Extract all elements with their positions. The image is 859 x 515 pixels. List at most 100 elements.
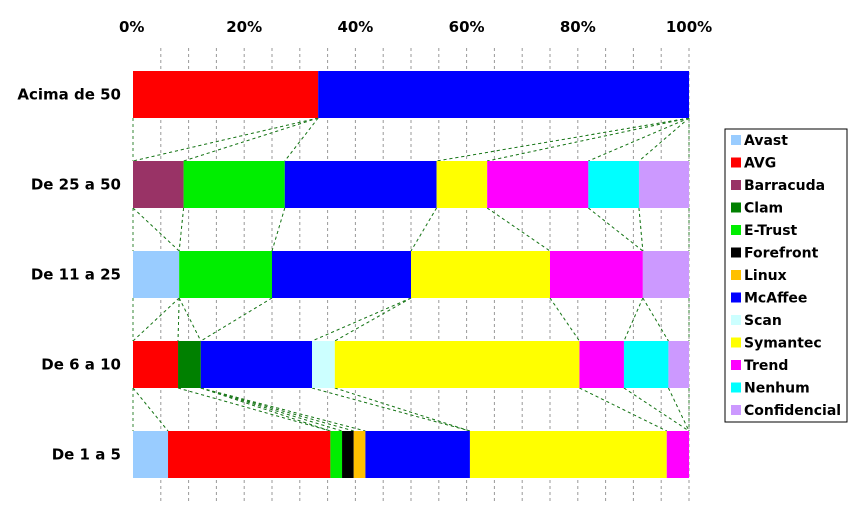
bar-segment-avg [133, 71, 319, 118]
series-line [132, 297, 180, 342]
bar-segment-trend [579, 341, 624, 388]
series-line [549, 297, 580, 342]
bar-segment-e-trust [330, 431, 343, 478]
series-line [132, 207, 180, 252]
bar-segment-nenhum [588, 161, 639, 208]
legend-label: Nenhum [744, 381, 810, 397]
bar-segment-trend [666, 431, 689, 478]
bar-segment-symantec [334, 341, 580, 388]
legend-swatch [731, 405, 741, 415]
bar-segment-trend [550, 251, 643, 298]
x-tick-label: 20% [226, 18, 262, 36]
bar-segment-avast [133, 251, 180, 298]
series-line [668, 387, 690, 432]
legend-swatch [731, 337, 741, 348]
series-line [200, 297, 273, 342]
bar-segment-confidencial [638, 161, 689, 208]
series-line [486, 207, 551, 252]
bars [133, 71, 689, 478]
legend-swatch [731, 225, 741, 235]
x-tick-label: 60% [449, 18, 485, 36]
series-line [638, 117, 690, 162]
legend-label: Forefront [744, 246, 819, 262]
legend-swatch [731, 202, 741, 213]
category-label: De 11 a 25 [31, 266, 121, 284]
series-line [200, 387, 366, 432]
series-line [183, 117, 319, 162]
series-line [588, 207, 644, 252]
category-label: De 6 a 10 [41, 356, 121, 374]
x-tick-label: 100% [666, 18, 712, 36]
category-label: De 25 a 50 [31, 176, 121, 194]
legend-label: Confidencial [744, 403, 841, 419]
series-line [638, 207, 644, 252]
x-tick-label: 0% [119, 18, 144, 36]
legend-swatch [731, 315, 741, 325]
series-line [271, 207, 286, 252]
x-tick-label: 80% [560, 18, 596, 36]
legend-swatch [731, 180, 741, 190]
series-line [579, 387, 667, 432]
series-line [132, 117, 319, 162]
bar-segment-scan [312, 341, 335, 388]
series-line [588, 117, 690, 162]
legend-label: Scan [744, 313, 782, 329]
bar-segment-nenhum [623, 341, 669, 388]
series-line [334, 297, 412, 342]
legend-swatch [731, 247, 741, 258]
series-line [200, 387, 343, 432]
x-axis-tick-labels: 0% 20% 40% 60% 80% 100% [119, 18, 712, 36]
legend-label: Linux [744, 268, 787, 284]
bar-segment-avg [168, 431, 331, 478]
series-line [642, 297, 669, 342]
series-line [284, 117, 319, 162]
x-tick-label: 40% [337, 18, 373, 36]
legend-label: Avast [744, 133, 788, 149]
legend-swatch [731, 360, 741, 370]
legend-label: Symantec [744, 336, 822, 352]
bar-segment-avast [133, 431, 169, 478]
bar-segment-trend [487, 161, 589, 208]
legend-label: Clam [744, 201, 783, 217]
bar-segment-symantec [411, 251, 550, 298]
bar-segment-mcaffee [272, 251, 411, 298]
legend-swatch [731, 292, 741, 303]
legend: Avast AVG Barracuda Clam E-Trust Forefront Lin… [724, 128, 848, 423]
legend-label: Trend [744, 358, 788, 374]
series-line [200, 387, 331, 432]
y-axis-category-labels: Acima de 50 De 25 a 50 De 11 a 25 De 6 a 10… [17, 86, 121, 464]
bar-segment-mcaffee [318, 71, 689, 118]
bar-segment-clam [178, 341, 201, 388]
legend-label: Barracuda [744, 178, 825, 194]
bar-segment-e-trust [183, 161, 285, 208]
legend-swatch [731, 382, 741, 393]
category-label: Acima de 50 [17, 86, 121, 104]
bar-segment-mcaffee [284, 161, 437, 208]
bar-segment-forefront [342, 431, 354, 478]
legend-box [724, 128, 848, 423]
bar-segment-mcaffee [200, 341, 313, 388]
series-connector-lines [132, 117, 690, 432]
bar-segment-symantec [469, 431, 667, 478]
bar-segment-avg [133, 341, 179, 388]
legend-label: AVG [744, 156, 776, 172]
series-line [311, 387, 471, 432]
bar-segment-mcaffee [365, 431, 470, 478]
series-line [178, 207, 185, 252]
bar-segment-barracuda [133, 161, 184, 208]
series-line [436, 117, 690, 162]
series-line [410, 207, 437, 252]
gridlines [160, 48, 690, 503]
series-line [177, 297, 180, 342]
legend-label: E-Trust [744, 223, 798, 239]
bar-segment-confidencial [668, 341, 689, 388]
category-label: De 1 a 5 [52, 446, 121, 464]
series-line [178, 297, 202, 342]
series-line [200, 387, 354, 432]
bar-segment-e-trust [179, 251, 272, 298]
bar-segment-linux [353, 431, 366, 478]
series-line [132, 387, 169, 432]
series-line [623, 387, 690, 432]
bar-segment-confidencial [642, 251, 689, 298]
